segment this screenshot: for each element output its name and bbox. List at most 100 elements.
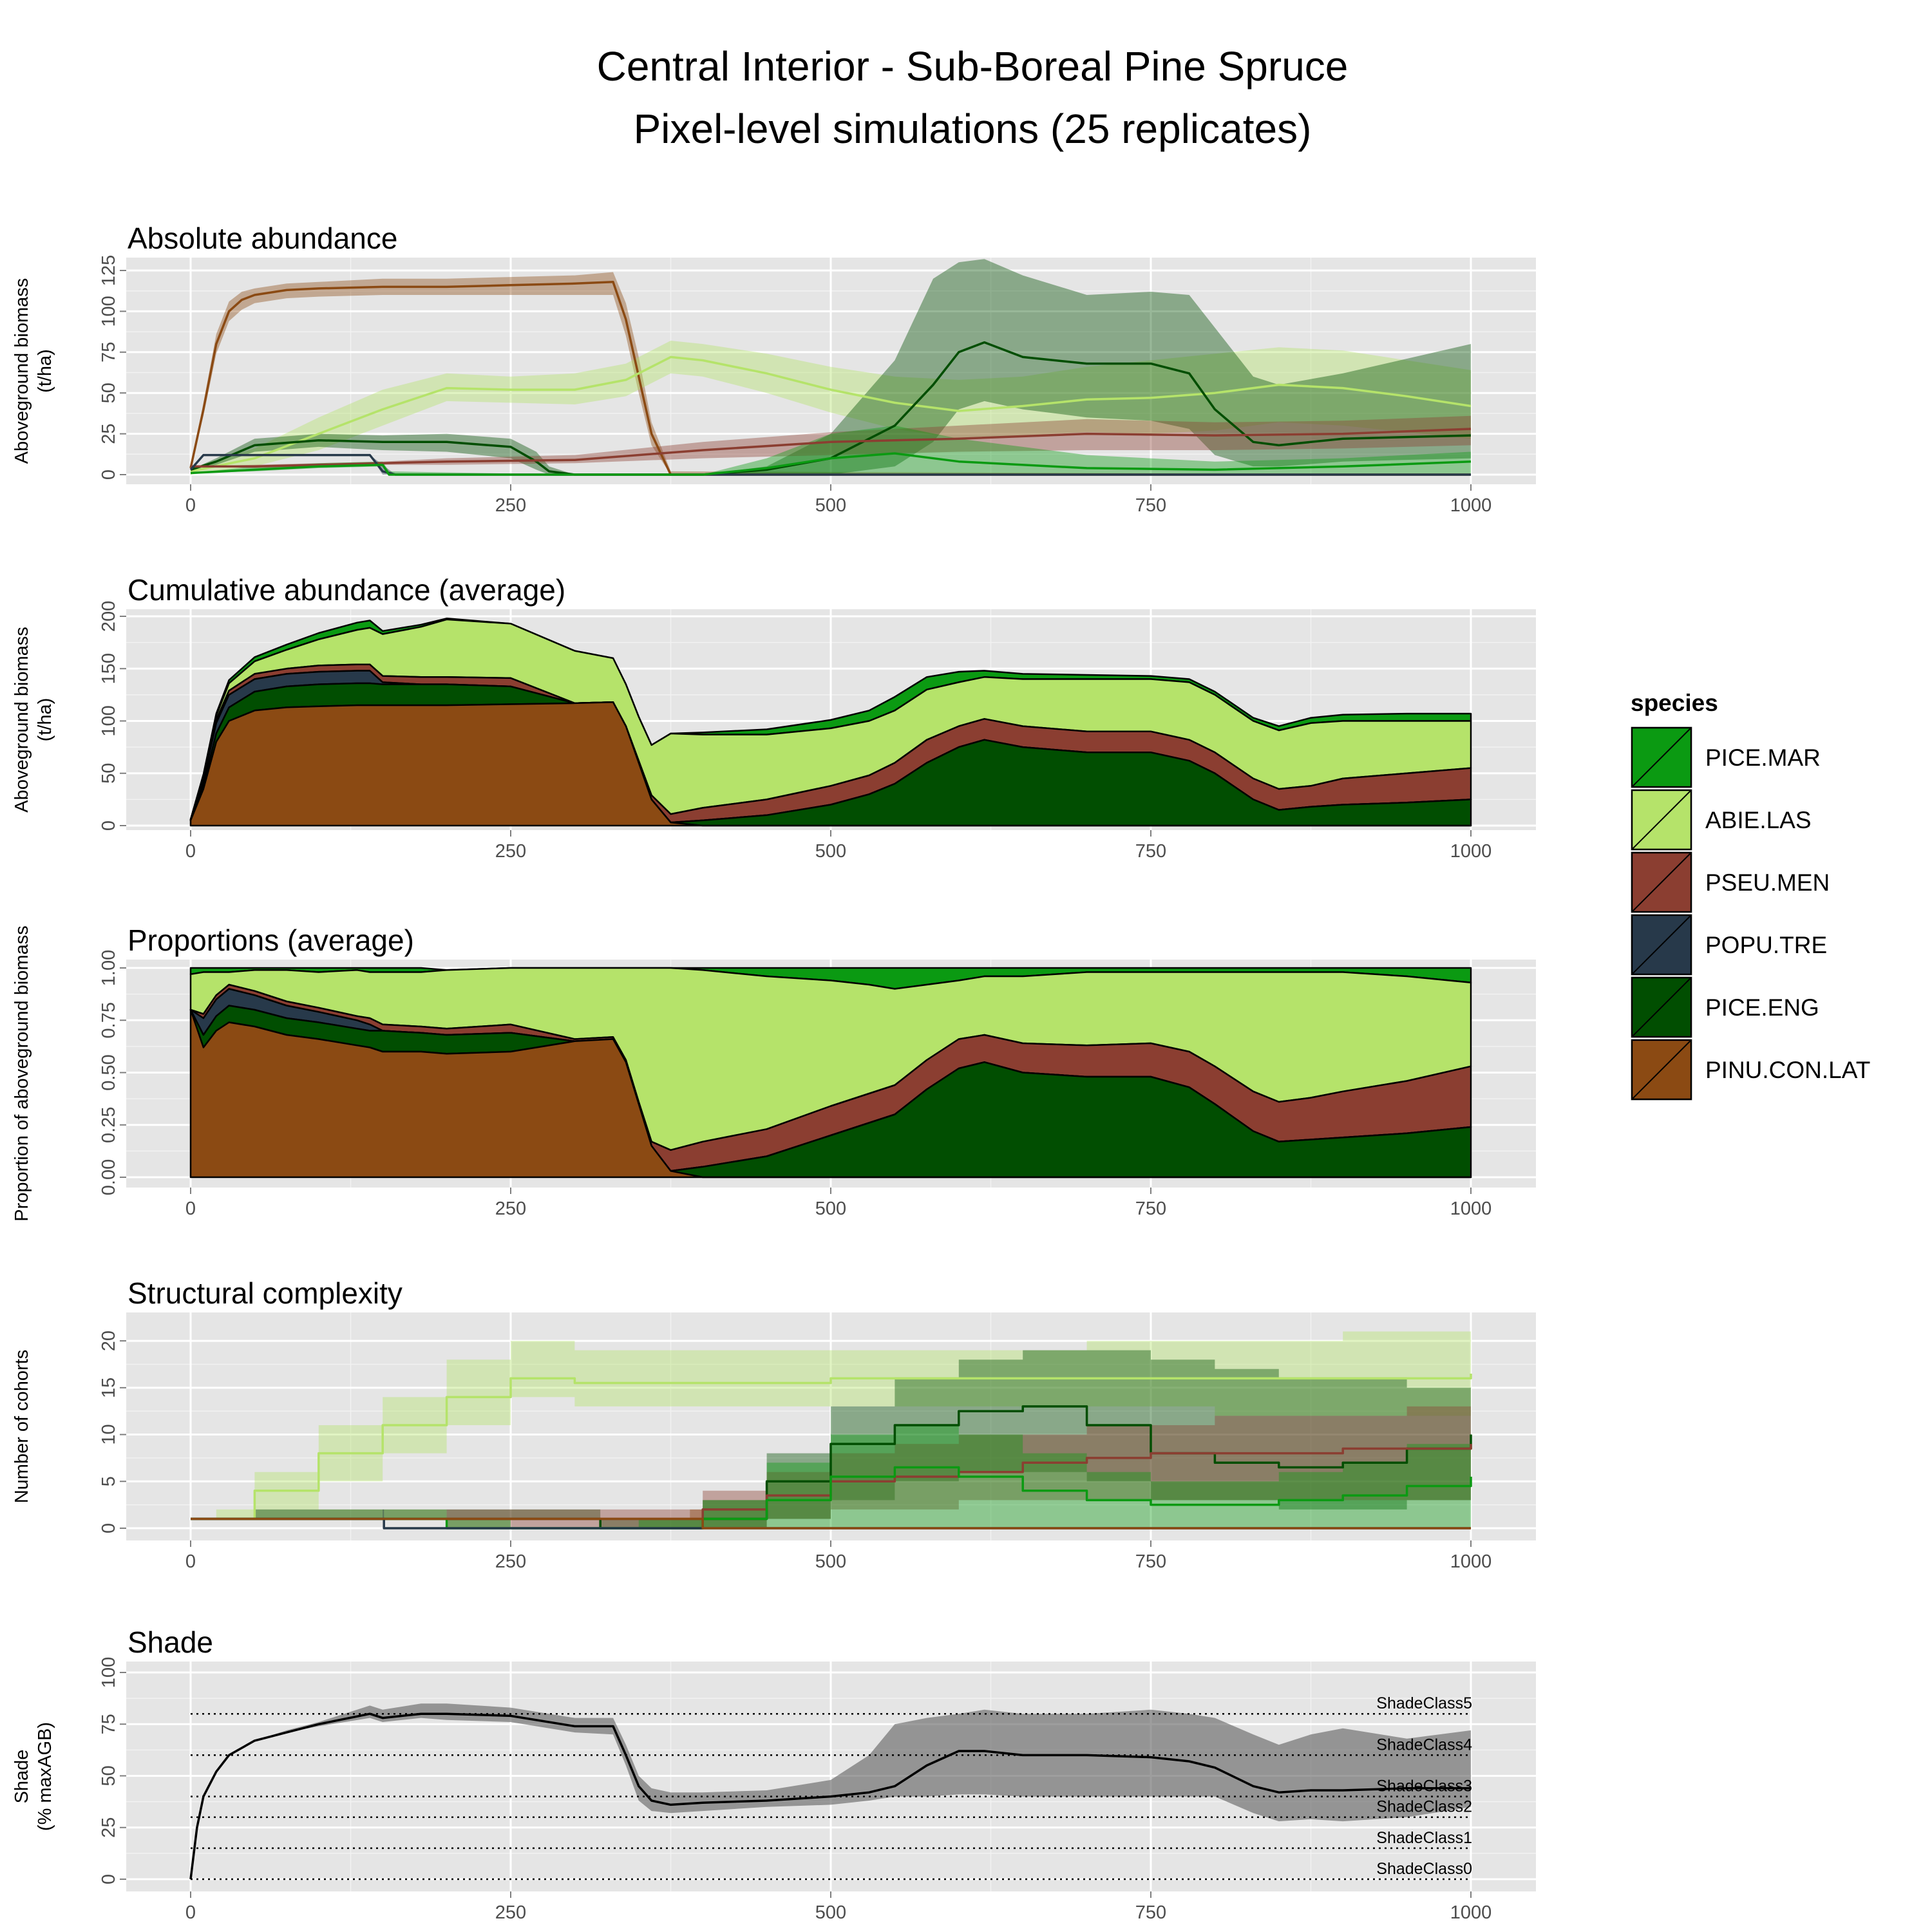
y-tick-label: 10 <box>99 1424 119 1444</box>
y-tick-label: 5 <box>99 1476 119 1486</box>
y-axis-label: Shade <box>12 1750 32 1804</box>
y-tick-label: 100 <box>99 1657 119 1688</box>
legend-label: PICE.ENG <box>1705 994 1819 1021</box>
y-axis-label: Proportion of aboveground biomass <box>12 925 32 1221</box>
x-tick-label: 500 <box>815 1902 846 1923</box>
legend-label: ABIE.LAS <box>1705 807 1812 833</box>
legend-swatch-slash <box>1631 727 1692 788</box>
shade-class-label: ShadeClass2 <box>1376 1798 1472 1816</box>
series-layer <box>189 618 1472 827</box>
x-tick-label: 750 <box>1135 1198 1166 1219</box>
ribbon-abie-las <box>191 341 1471 475</box>
legend-swatch-slash <box>1631 790 1692 850</box>
y-tick-label: 75 <box>99 342 119 363</box>
y-axis-label: Number of cohorts <box>12 1350 32 1504</box>
shade-class-label: ShadeClass3 <box>1376 1777 1472 1795</box>
legend-item-abie-las: ABIE.LAS <box>1631 789 1812 851</box>
shade-class-label: ShadeClass5 <box>1376 1694 1472 1712</box>
series-layer <box>189 259 1472 476</box>
legend-item-pice-eng: PICE.ENG <box>1631 976 1819 1038</box>
main-title-line1: Central Interior - Sub-Boreal Pine Spruc… <box>597 43 1349 90</box>
y-tick-label: 0.75 <box>99 1002 119 1038</box>
line-pinu-con-lat <box>191 1517 1471 1530</box>
series-layer <box>189 967 1472 1179</box>
y-tick-label: 1.00 <box>99 950 119 986</box>
series-layer <box>191 1331 1472 1530</box>
panel-title: Structural complexity <box>128 1276 402 1310</box>
legend-item-pice-mar: PICE.MAR <box>1631 726 1821 788</box>
legend-item-popu-tre: POPU.TRE <box>1631 914 1827 976</box>
line-pice-mar <box>190 452 1472 476</box>
area-pinu-con-lat <box>189 701 1472 827</box>
panel-2: 0 50 100 150 200 0 250 500 750 1000 Cumulative abu… <box>12 573 1536 862</box>
panel-title: Shade <box>128 1625 213 1659</box>
legend-swatch-slash <box>1631 977 1692 1037</box>
x-tick-label: 0 <box>185 1551 196 1572</box>
x-tick-label: 750 <box>1135 495 1166 516</box>
y-axis-label: Aboveground biomass <box>12 627 32 813</box>
y-tick-label: 50 <box>99 1765 119 1786</box>
x-tick-label: 0 <box>185 841 196 862</box>
x-tick-label: 1000 <box>1450 495 1492 516</box>
ribbon-pice-eng <box>191 259 1471 475</box>
y-axis-label: (t/ha) <box>35 698 55 742</box>
panel-title: Proportions (average) <box>128 923 414 957</box>
y-tick-label: 0 <box>99 1874 119 1884</box>
legend-item-pseu-men: PSEU.MEN <box>1631 851 1830 913</box>
x-tick-label: 250 <box>495 495 526 516</box>
x-tick-label: 1000 <box>1450 1902 1492 1923</box>
legend-swatch-slash <box>1631 852 1692 913</box>
x-tick-label: 0 <box>185 1902 196 1923</box>
y-tick-label: 0 <box>99 1523 119 1533</box>
ribbon-pice-eng <box>191 1350 1471 1528</box>
y-tick-label: 0.50 <box>99 1054 119 1090</box>
legend-label: PINU.CON.LAT <box>1705 1057 1870 1083</box>
ribbon-pice-mar <box>191 425 1471 475</box>
ribbon-pinu-con-lat <box>191 272 1471 475</box>
y-tick-label: 50 <box>99 763 119 784</box>
panel-title: Absolute abundance <box>128 222 397 255</box>
y-tick-label: 75 <box>99 1714 119 1734</box>
legend-label: PICE.MAR <box>1705 744 1821 771</box>
main-title-line2: Pixel-level simulations (25 replicates) <box>634 106 1312 152</box>
x-tick-label: 0 <box>185 1198 196 1219</box>
x-tick-label: 1000 <box>1450 1198 1492 1219</box>
legend-swatch-slash <box>1631 1039 1692 1100</box>
y-tick-label: 200 <box>99 601 119 632</box>
x-tick-label: 750 <box>1135 1902 1166 1923</box>
x-tick-label: 250 <box>495 1902 526 1923</box>
y-tick-label: 150 <box>99 653 119 684</box>
x-tick-label: 500 <box>815 1551 846 1572</box>
y-tick-label: 25 <box>99 1817 119 1838</box>
x-tick-label: 0 <box>185 495 196 516</box>
y-tick-label: 50 <box>99 383 119 403</box>
shade-class-label: ShadeClass1 <box>1376 1829 1472 1847</box>
panel-title: Cumulative abundance (average) <box>128 573 565 607</box>
line-pinu-con-lat <box>189 281 1471 476</box>
legend-item-pinu-con-lat: PINU.CON.LAT <box>1631 1039 1870 1101</box>
x-tick-label: 500 <box>815 1198 846 1219</box>
x-tick-label: 500 <box>815 495 846 516</box>
x-tick-label: 250 <box>495 1198 526 1219</box>
line-abie-las <box>191 1374 1472 1520</box>
y-tick-label: 0.25 <box>99 1107 119 1143</box>
x-tick-label: 500 <box>815 841 846 862</box>
y-tick-label: 100 <box>99 705 119 736</box>
line-abie-las <box>190 355 1472 473</box>
panel-4: 0 5 10 15 20 0 250 500 750 1000 Structural complex… <box>12 1276 1536 1572</box>
legend-items: PICE.MAR ABIE.LAS PSEU.MEN POPU.TRE PICE.ENG… <box>1631 726 1870 1101</box>
x-tick-label: 250 <box>495 1551 526 1572</box>
x-tick-label: 750 <box>1135 1551 1166 1572</box>
legend-label: POPU.TRE <box>1705 932 1827 958</box>
y-axis-label: (t/ha) <box>35 349 55 393</box>
line-pseu-men <box>191 428 1472 468</box>
x-tick-label: 1000 <box>1450 841 1492 862</box>
y-tick-label: 0.00 <box>99 1159 119 1195</box>
panel-5: ShadeClass5 ShadeClass4 ShadeClass3 ShadeCl… <box>12 1625 1536 1923</box>
y-tick-label: 0 <box>99 469 119 480</box>
y-tick-label: 0 <box>99 820 119 831</box>
x-tick-label: 1000 <box>1450 1551 1492 1572</box>
series-layer <box>189 1703 1471 1880</box>
